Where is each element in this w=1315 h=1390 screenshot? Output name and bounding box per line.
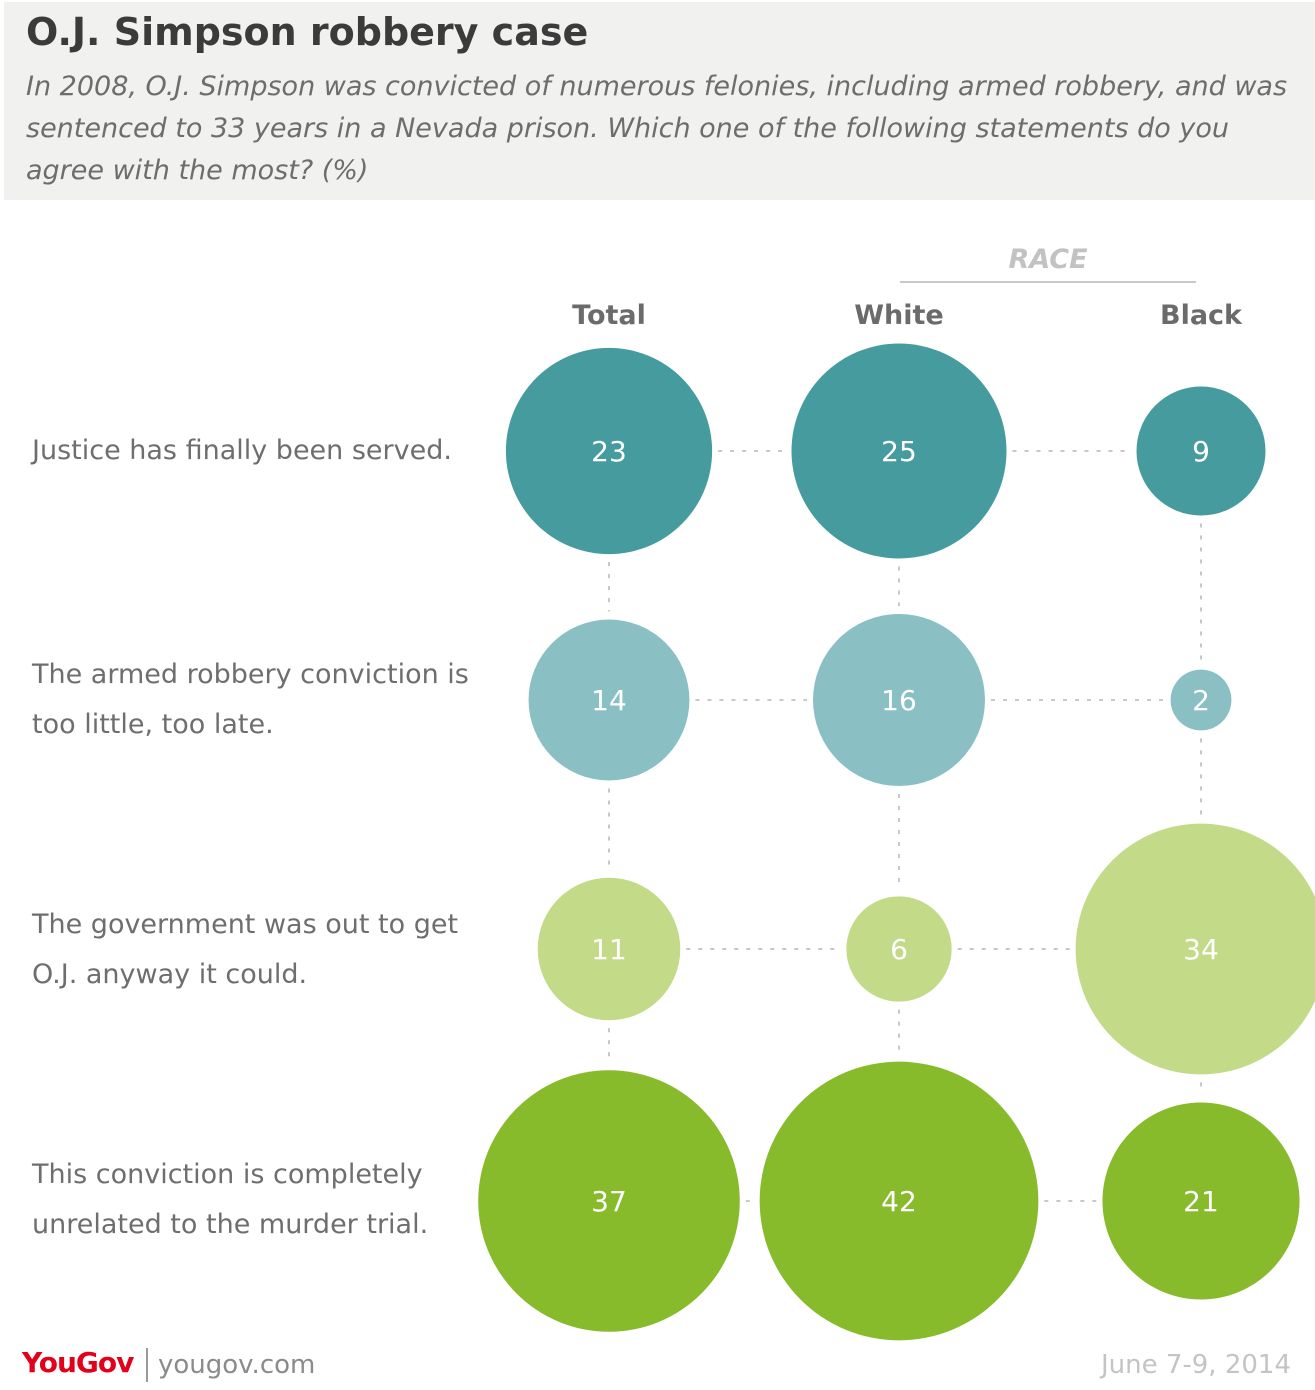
bubble-black-row3	[1075, 823, 1315, 1075]
column-header-black: Black	[1159, 300, 1242, 331]
race-group-label: RACE	[1008, 244, 1088, 275]
chart-subtitle: In 2008, O.J. Simpson was convicted of n…	[26, 71, 1288, 186]
bubble-total-row3	[537, 877, 681, 1021]
row-label-justice: Justice has finally been served.	[32, 435, 452, 466]
header-panel: O.J. Simpson robbery case In 2008, O.J. …	[4, 2, 1315, 200]
data-label-black-row4: 21	[1183, 1185, 1219, 1218]
bubble-white-row3	[846, 896, 952, 1002]
data-label-white-row4: 42	[881, 1185, 917, 1218]
bubble-total-row2	[528, 619, 690, 781]
row-label-too-little: The armed robbery conviction is too litt…	[32, 659, 469, 740]
yougov-logo: YouGov	[22, 1346, 134, 1379]
data-label-total-row3: 11	[591, 933, 627, 966]
data-label-black-row2: 2	[1192, 684, 1210, 717]
data-label-black-row1: 9	[1192, 435, 1210, 468]
column-header-white: White	[854, 300, 944, 331]
data-label-total-row4: 37	[591, 1185, 627, 1218]
bubble-white-row1	[791, 343, 1007, 559]
bubble-white-row4	[759, 1061, 1039, 1341]
row-label-unrelated: This conviction is completely unrelated …	[32, 1159, 429, 1240]
data-label-white-row3: 6	[890, 933, 908, 966]
data-label-total-row2: 14	[591, 684, 627, 717]
footer-date: June 7-9, 2014	[1100, 1350, 1291, 1380]
bubble-total-row4	[478, 1070, 740, 1332]
bubble-white-row2	[813, 614, 985, 786]
data-label-white-row1: 25	[881, 435, 917, 468]
data-label-black-row3: 34	[1183, 933, 1219, 966]
data-label-white-row2: 16	[881, 684, 917, 717]
bubble-total-row1	[505, 347, 713, 555]
footer-url: yougov.com	[158, 1350, 316, 1380]
column-header-total: Total	[572, 300, 646, 331]
bubble-black-row2	[1170, 669, 1232, 731]
bubble-black-row1	[1136, 386, 1266, 516]
bubble-black-row4	[1102, 1102, 1300, 1300]
chart-title: O.J. Simpson robbery case	[26, 10, 589, 54]
data-label-total-row1: 23	[591, 435, 627, 468]
race-group-divider	[900, 281, 1196, 283]
footer-divider	[146, 1348, 148, 1382]
row-label-government: The government was out to get O.J. anywa…	[32, 909, 459, 990]
